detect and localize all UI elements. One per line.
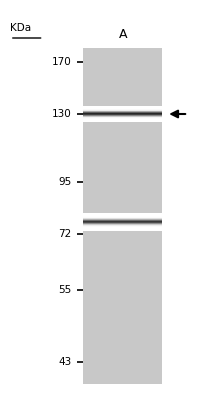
Bar bbox=[83, 227, 162, 228]
Bar bbox=[83, 222, 162, 223]
Bar bbox=[83, 214, 162, 215]
Bar bbox=[83, 107, 162, 108]
Text: 72: 72 bbox=[58, 229, 71, 239]
Text: A: A bbox=[119, 28, 127, 40]
Text: KDa: KDa bbox=[10, 23, 31, 33]
Bar bbox=[83, 106, 162, 107]
Bar bbox=[83, 218, 162, 219]
Bar bbox=[83, 48, 162, 384]
Bar bbox=[83, 113, 162, 114]
Bar bbox=[83, 230, 162, 231]
Bar bbox=[83, 114, 162, 115]
Bar bbox=[83, 228, 162, 229]
Bar bbox=[83, 119, 162, 120]
Bar bbox=[83, 221, 162, 222]
Bar bbox=[83, 108, 162, 109]
Bar bbox=[83, 120, 162, 121]
Bar bbox=[83, 112, 162, 113]
Bar bbox=[83, 110, 162, 111]
Text: 130: 130 bbox=[51, 109, 71, 119]
Text: 55: 55 bbox=[58, 285, 71, 295]
Bar bbox=[83, 224, 162, 225]
Text: 170: 170 bbox=[51, 57, 71, 67]
Bar bbox=[83, 115, 162, 116]
Bar bbox=[83, 220, 162, 221]
Bar bbox=[83, 118, 162, 119]
Bar bbox=[83, 226, 162, 227]
Bar bbox=[83, 223, 162, 224]
Bar bbox=[83, 215, 162, 216]
Text: 95: 95 bbox=[58, 177, 71, 187]
Bar bbox=[83, 216, 162, 217]
Bar bbox=[83, 117, 162, 118]
Bar bbox=[83, 116, 162, 117]
Bar bbox=[83, 213, 162, 214]
Bar bbox=[83, 229, 162, 230]
Bar bbox=[83, 225, 162, 226]
Bar bbox=[83, 111, 162, 112]
Bar bbox=[83, 109, 162, 110]
Bar bbox=[83, 121, 162, 122]
Text: 43: 43 bbox=[58, 357, 71, 367]
Bar bbox=[83, 219, 162, 220]
Bar bbox=[83, 217, 162, 218]
